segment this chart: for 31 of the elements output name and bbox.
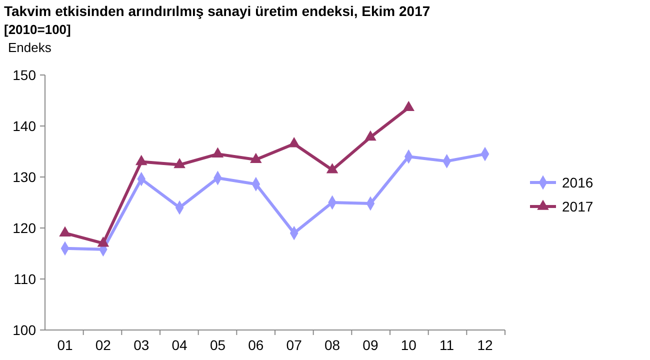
x-tick-label: 06 (248, 337, 264, 353)
chart-subtitle: [2010=100] (4, 22, 71, 37)
x-tick-label: 03 (134, 337, 150, 353)
point (174, 158, 186, 168)
x-tick-label: 11 (440, 337, 454, 353)
legend-label: 2016 (562, 174, 594, 190)
point (402, 100, 415, 112)
x-tick-label: 09 (362, 337, 378, 353)
point (288, 137, 300, 148)
legend-label: 2017 (562, 198, 594, 214)
y-tick-label: 150 (12, 66, 36, 83)
point (212, 147, 224, 158)
y-axis-title: Endeks (8, 40, 52, 55)
y-tick-label: 100 (12, 322, 36, 338)
y-tick-label: 120 (12, 220, 36, 236)
point (364, 130, 376, 141)
x-tick-label: 05 (210, 337, 226, 353)
x-tick-label: 12 (477, 337, 493, 353)
x-tick-label: 08 (324, 337, 340, 353)
y-tick-label: 110 (14, 270, 36, 287)
x-tick-label: 04 (172, 337, 188, 353)
x-tick-label: 07 (286, 337, 302, 353)
y-tick-label: 130 (12, 168, 36, 185)
x-tick-label: 01 (57, 337, 73, 353)
chart-title: Takvim etkisinden arındırılmış sanayi üretim endeksi, Ekim 2017 (4, 3, 430, 19)
x-tick-label: 10 (400, 337, 417, 353)
point (250, 152, 262, 164)
point (326, 163, 338, 174)
point (135, 154, 148, 166)
x-tick-label: 02 (95, 337, 112, 353)
y-tick-label: 140 (12, 118, 36, 134)
